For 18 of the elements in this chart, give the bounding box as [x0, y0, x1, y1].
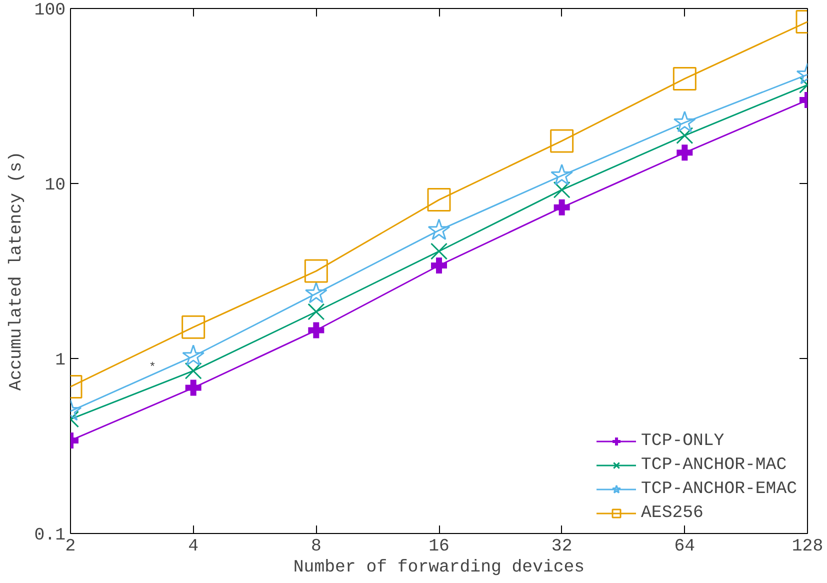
legend-label: TCP-ONLY: [641, 432, 724, 450]
x-tick-label: 128: [792, 538, 824, 556]
legend-label: TCP-ANCHOR-EMAC: [641, 480, 797, 498]
x-tick-label: 4: [188, 538, 199, 556]
x-tick-label: 2: [65, 538, 76, 556]
annotation: *: [148, 360, 156, 374]
y-tick-label: 1: [55, 352, 66, 370]
x-tick-label: 64: [674, 538, 696, 556]
x-axis-title: Number of forwarding devices: [293, 558, 585, 578]
y-axis-title: Accumulated latency (s): [7, 151, 26, 391]
legend-label: TCP-ANCHOR-MAC: [641, 456, 787, 474]
x-tick-label: 8: [310, 538, 322, 556]
x-tick-label: 16: [428, 538, 450, 556]
y-tick-label: 10: [44, 176, 66, 196]
y-tick-label: 100: [34, 2, 66, 20]
x-tick-label: 32: [551, 538, 572, 556]
y-tick-label: 0.1: [34, 526, 66, 546]
legend-label: AES256: [641, 504, 704, 522]
